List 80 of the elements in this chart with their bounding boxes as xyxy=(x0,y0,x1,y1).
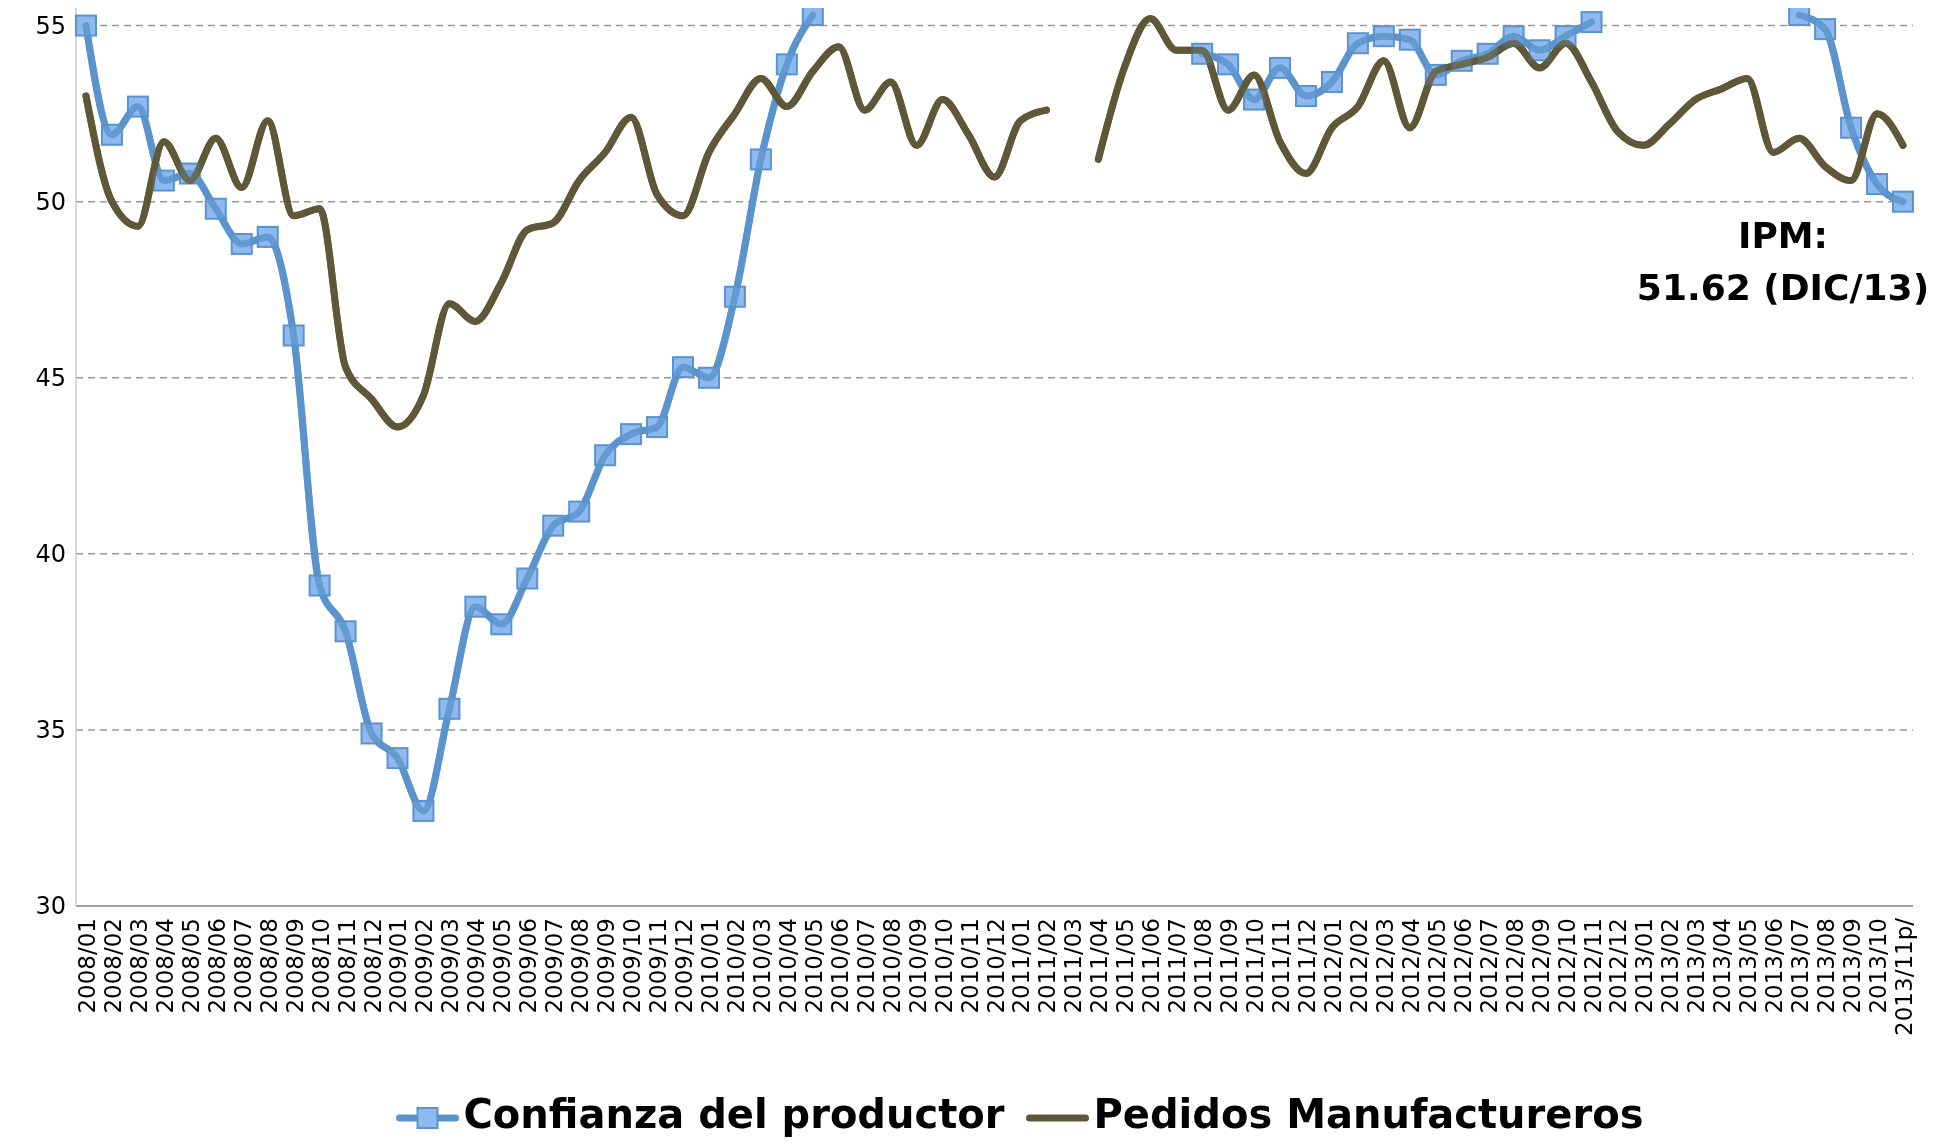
x-tick-label: 2013/02 xyxy=(1657,918,1684,1014)
x-tick-label: 2009/11 xyxy=(645,918,672,1014)
x-tick-label: 2011/08 xyxy=(1190,918,1217,1014)
x-tick-label: 2008/09 xyxy=(281,918,308,1014)
x-tick-label: 2011/07 xyxy=(1164,918,1191,1014)
x-tick-label: 2012/03 xyxy=(1371,918,1398,1014)
x-tick-label: 2009/02 xyxy=(411,918,438,1014)
x-tick-label: 2009/08 xyxy=(567,918,594,1014)
x-tick-label: 2008/06 xyxy=(203,918,230,1014)
x-tick-label: 2012/10 xyxy=(1553,918,1580,1014)
x-tick-label: 2010/06 xyxy=(826,918,853,1014)
x-tick-label: 2008/11 xyxy=(333,918,360,1014)
x-tick-label: 2010/07 xyxy=(852,918,879,1014)
y-tick-label: 50 xyxy=(35,188,66,217)
x-tick-label: 2010/10 xyxy=(930,918,957,1014)
x-tick-label: 2010/05 xyxy=(800,918,827,1014)
x-tick-label: 2011/09 xyxy=(1216,918,1243,1014)
annotation: IPM: 51.62 (DIC/13) xyxy=(1636,215,1930,308)
x-tick-label: 2010/02 xyxy=(722,918,749,1014)
x-tick-label: 2009/04 xyxy=(463,918,490,1014)
x-tick-label: 2009/12 xyxy=(671,918,698,1014)
x-tick-label: 2012/08 xyxy=(1501,918,1528,1014)
x-tick-label: 2009/07 xyxy=(541,918,568,1014)
x-tick-label: 2011/11 xyxy=(1268,918,1295,1014)
x-tick-label: 2011/10 xyxy=(1242,918,1269,1014)
legend-label: Pedidos Manufactureros xyxy=(1093,1091,1644,1137)
x-tick-label: 2009/03 xyxy=(437,918,464,1014)
x-tick-label: 2008/02 xyxy=(99,918,126,1014)
x-tick-label: 2010/09 xyxy=(904,918,931,1014)
x-tick-label: 2009/09 xyxy=(593,918,620,1014)
x-tick-label: 2010/11 xyxy=(956,918,983,1014)
x-tick-label: 2013/04 xyxy=(1709,918,1736,1014)
x-tick-label: 2008/07 xyxy=(229,918,256,1014)
x-tick-label: 2011/04 xyxy=(1086,918,1113,1014)
y-tick-label: 30 xyxy=(35,892,66,921)
x-tick-label: 2010/08 xyxy=(878,918,905,1014)
x-tick-label: 2013/05 xyxy=(1735,918,1762,1014)
x-tick-label: 2012/06 xyxy=(1449,918,1476,1014)
legend-label: Confianza del productor xyxy=(463,1091,1005,1137)
x-tick-label: 2008/05 xyxy=(177,918,204,1014)
x-tick-label: 2012/05 xyxy=(1423,918,1450,1014)
y-tick-label: 35 xyxy=(35,716,66,745)
x-tick-label: 2009/05 xyxy=(489,918,516,1014)
x-tick-label: 2011/02 xyxy=(1034,918,1061,1014)
x-tick-label: 2008/04 xyxy=(151,918,178,1014)
x-tick-label: 2008/12 xyxy=(359,918,386,1014)
x-tick-label: 2011/01 xyxy=(1008,918,1035,1014)
x-tick-label: 2013/08 xyxy=(1813,918,1840,1014)
x-tick-label: 2013/06 xyxy=(1761,918,1788,1014)
x-tick-label: 2012/09 xyxy=(1527,918,1554,1014)
x-tick-label: 2013/07 xyxy=(1787,918,1814,1014)
x-tick-label: 2012/11 xyxy=(1579,918,1606,1014)
x-tick-label: 2013/09 xyxy=(1839,918,1866,1014)
x-tick-label: 2010/04 xyxy=(774,918,801,1014)
x-tick-label: 2010/03 xyxy=(748,918,775,1014)
x-tick-label: 2009/10 xyxy=(619,918,646,1014)
x-tick-label: 2013/03 xyxy=(1683,918,1710,1014)
x-tick-label: 2009/06 xyxy=(515,918,542,1014)
x-tick-label: 2008/01 xyxy=(74,918,100,1014)
x-tick-label: 2010/12 xyxy=(982,918,1009,1014)
x-tick-label: 2013/10 xyxy=(1865,918,1892,1014)
x-tick-label: 2009/01 xyxy=(385,918,412,1014)
x-tick-label: 2012/07 xyxy=(1475,918,1502,1014)
x-tick-label: 2012/12 xyxy=(1605,918,1632,1014)
x-tick-label: 2012/04 xyxy=(1397,918,1424,1014)
x-tick-label: 2011/05 xyxy=(1112,918,1139,1014)
x-tick-label: 2013/01 xyxy=(1631,918,1658,1014)
x-tick-label: 2011/06 xyxy=(1138,918,1165,1014)
y-tick-label: 45 xyxy=(35,364,66,393)
x-tick-label: 2008/10 xyxy=(307,918,334,1014)
y-tick-label: 40 xyxy=(35,540,66,569)
x-tick-label: 2010/01 xyxy=(696,918,723,1014)
x-tick-label: 2012/01 xyxy=(1319,918,1346,1014)
x-tick-label: 2008/03 xyxy=(125,918,152,1014)
x-tick-label: 2011/12 xyxy=(1293,918,1320,1014)
x-tick-label: 2013/11p/ xyxy=(1891,917,1917,1036)
y-tick-label: 55 xyxy=(35,12,66,41)
x-tick-label: 2008/08 xyxy=(255,918,282,1014)
x-tick-label: 2011/03 xyxy=(1060,918,1087,1014)
x-tick-label: 2012/02 xyxy=(1345,918,1372,1014)
